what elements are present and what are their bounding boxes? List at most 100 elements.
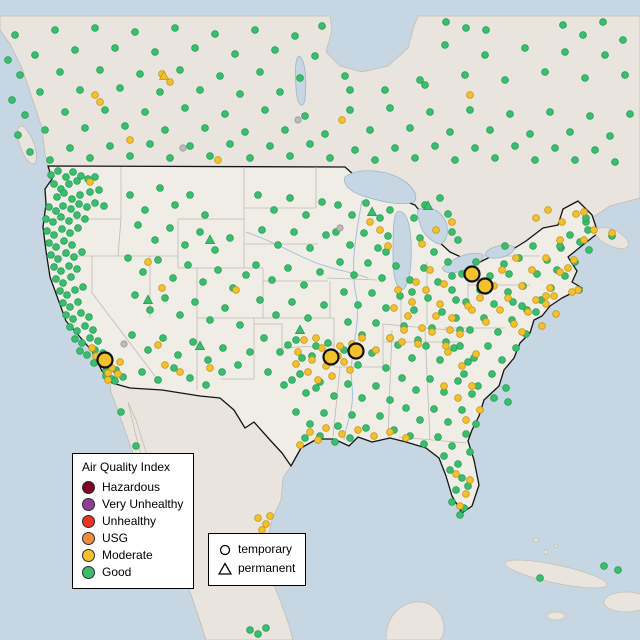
station-good-circle[interactable]: [201, 211, 209, 219]
station-good-circle[interactable]: [619, 36, 627, 44]
station-temporary-large-circle[interactable]: [347, 342, 365, 360]
station-good-circle[interactable]: [378, 274, 386, 282]
station-good-circle[interactable]: [141, 108, 149, 116]
station-good-circle[interactable]: [266, 142, 274, 150]
station-good-circle[interactable]: [21, 111, 29, 119]
station-good-circle[interactable]: [471, 144, 479, 152]
station-good-circle[interactable]: [218, 368, 226, 376]
station-good-circle[interactable]: [306, 420, 314, 428]
station-good-circle[interactable]: [260, 334, 268, 342]
station-moderate-circle[interactable]: [308, 356, 316, 364]
station-inactive-circle[interactable]: [120, 340, 128, 348]
station-moderate-circle[interactable]: [390, 304, 398, 312]
station-moderate-circle[interactable]: [328, 372, 336, 380]
station-good-circle[interactable]: [468, 390, 476, 398]
station-good-circle[interactable]: [4, 56, 12, 64]
station-good-circle[interactable]: [171, 24, 179, 32]
station-good-circle[interactable]: [384, 232, 392, 240]
station-good-circle[interactable]: [221, 304, 229, 312]
station-good-circle[interactable]: [376, 214, 384, 222]
station-moderate-circle[interactable]: [432, 226, 440, 234]
station-moderate-circle[interactable]: [444, 348, 452, 356]
station-good-circle[interactable]: [286, 152, 294, 160]
station-moderate-circle[interactable]: [538, 322, 546, 330]
station-good-circle[interactable]: [56, 68, 64, 76]
station-good-circle[interactable]: [226, 234, 234, 242]
station-good-circle[interactable]: [296, 370, 304, 378]
station-moderate-circle[interactable]: [322, 424, 330, 432]
station-good-circle[interactable]: [81, 322, 89, 330]
station-moderate-circle[interactable]: [512, 254, 520, 262]
station-moderate-circle[interactable]: [468, 382, 476, 390]
station-good-circle[interactable]: [226, 140, 234, 148]
station-good-circle[interactable]: [151, 236, 159, 244]
station-moderate-circle[interactable]: [176, 368, 184, 376]
station-good-circle[interactable]: [121, 122, 129, 130]
station-good-circle[interactable]: [141, 206, 149, 214]
station-good-circle[interactable]: [258, 226, 266, 234]
station-moderate-circle[interactable]: [556, 268, 564, 276]
station-moderate-circle[interactable]: [300, 336, 308, 344]
station-moderate-circle[interactable]: [572, 210, 580, 218]
station-good-circle[interactable]: [344, 380, 352, 388]
station-moderate-circle[interactable]: [580, 208, 588, 216]
station-moderate-circle[interactable]: [558, 218, 566, 226]
station-good-circle[interactable]: [448, 228, 456, 236]
station-good-circle[interactable]: [69, 315, 77, 323]
station-good-circle[interactable]: [566, 231, 574, 239]
station-good-circle[interactable]: [452, 486, 460, 494]
station-good-circle[interactable]: [421, 81, 429, 89]
station-good-circle[interactable]: [62, 249, 70, 257]
station-good-circle[interactable]: [146, 140, 154, 148]
station-moderate-circle[interactable]: [306, 428, 314, 436]
station-good-circle[interactable]: [50, 180, 58, 188]
station-good-circle[interactable]: [420, 440, 428, 448]
station-good-circle[interactable]: [284, 264, 292, 272]
station-good-circle[interactable]: [71, 286, 79, 294]
station-good-circle[interactable]: [502, 384, 510, 392]
station-good-circle[interactable]: [63, 291, 71, 299]
station-good-circle[interactable]: [236, 90, 244, 98]
station-good-circle[interactable]: [246, 154, 254, 162]
station-good-circle[interactable]: [579, 31, 587, 39]
station-moderate-circle[interactable]: [462, 490, 470, 498]
station-good-circle[interactable]: [77, 309, 85, 317]
station-good-circle[interactable]: [454, 236, 462, 244]
station-good-circle[interactable]: [94, 337, 102, 345]
station-good-circle[interactable]: [91, 24, 99, 32]
station-good-triangle[interactable]: [142, 294, 154, 304]
station-good-circle[interactable]: [494, 328, 502, 336]
station-good-circle[interactable]: [66, 144, 74, 152]
station-good-circle[interactable]: [166, 224, 174, 232]
station-good-circle[interactable]: [408, 288, 416, 296]
station-moderate-circle[interactable]: [454, 394, 462, 402]
station-good-circle[interactable]: [270, 206, 278, 214]
station-good-circle[interactable]: [186, 142, 194, 150]
station-good-circle[interactable]: [234, 361, 242, 369]
station-moderate-circle[interactable]: [542, 300, 550, 308]
station-good-circle[interactable]: [191, 298, 199, 306]
station-good-circle[interactable]: [76, 191, 84, 199]
station-good-circle[interactable]: [599, 18, 607, 26]
station-good-circle[interactable]: [466, 326, 474, 334]
station-moderate-circle[interactable]: [336, 342, 344, 350]
station-moderate-circle[interactable]: [126, 136, 134, 144]
station-moderate-circle[interactable]: [296, 441, 304, 449]
station-good-circle[interactable]: [472, 420, 480, 428]
station-moderate-circle[interactable]: [556, 236, 564, 244]
station-moderate-circle[interactable]: [414, 340, 422, 348]
station-good-circle[interactable]: [454, 460, 462, 468]
station-good-circle[interactable]: [386, 104, 394, 112]
station-moderate-circle[interactable]: [476, 406, 484, 414]
station-good-circle[interactable]: [461, 71, 469, 79]
station-moderate-circle[interactable]: [412, 278, 420, 286]
station-moderate-circle[interactable]: [542, 254, 550, 262]
station-moderate-circle[interactable]: [358, 334, 366, 342]
station-good-circle[interactable]: [376, 412, 384, 420]
station-good-circle[interactable]: [65, 262, 73, 270]
station-moderate-circle[interactable]: [590, 226, 598, 234]
station-good-circle[interactable]: [456, 511, 464, 519]
station-good-circle[interactable]: [291, 32, 299, 40]
station-moderate-circle[interactable]: [254, 514, 262, 522]
station-good-circle[interactable]: [446, 466, 454, 474]
